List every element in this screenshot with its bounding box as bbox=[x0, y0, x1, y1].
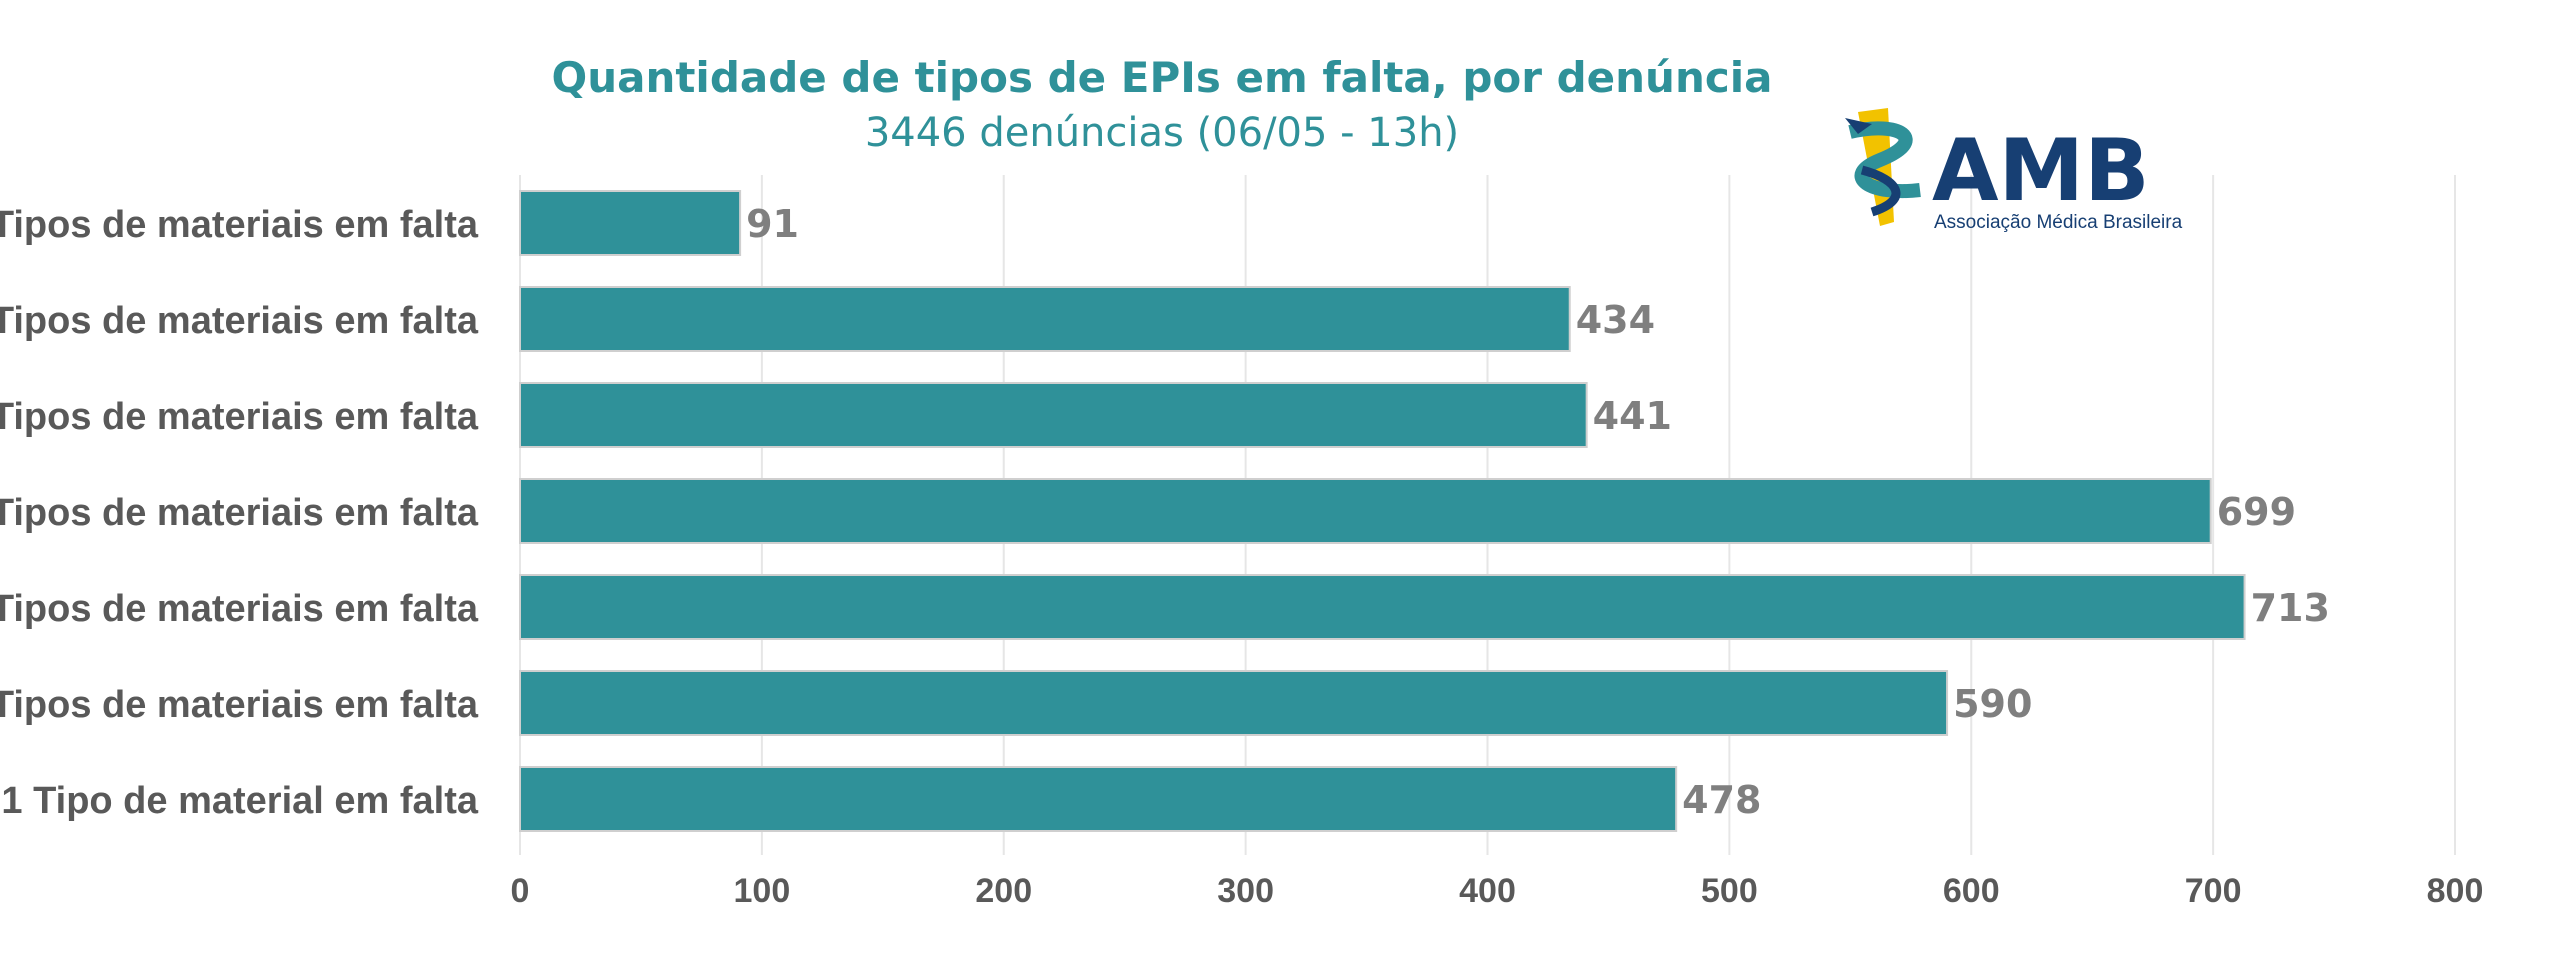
x-tick-label: 200 bbox=[975, 872, 1032, 910]
x-tick-label: 300 bbox=[1217, 872, 1274, 910]
x-tick-label: 100 bbox=[734, 872, 791, 910]
bar bbox=[519, 190, 742, 256]
category-labels: 7 Tipos de materiais em falta 6 Tipos de … bbox=[0, 204, 479, 822]
data-label: 91 bbox=[746, 202, 799, 246]
logo-text: AMB bbox=[1932, 121, 2150, 221]
bar bbox=[519, 286, 1571, 352]
data-label: 478 bbox=[1682, 778, 1761, 822]
category-label: 1 Tipo de material em falta bbox=[1, 780, 478, 822]
chart-title: Quantidade de tipos de EPIs em falta, po… bbox=[552, 53, 1773, 102]
bars bbox=[519, 190, 2246, 832]
category-label: 7 Tipos de materiais em falta bbox=[0, 204, 479, 246]
data-label: 441 bbox=[1593, 394, 1672, 438]
data-label: 699 bbox=[2217, 490, 2296, 534]
category-label: 5 Tipos de materiais em falta bbox=[0, 396, 479, 438]
caduceus-icon bbox=[1845, 108, 1921, 226]
category-label: 2 Tipos de materiais em falta bbox=[0, 684, 479, 726]
x-tick-label: 500 bbox=[1701, 872, 1758, 910]
amb-logo: AMB Associação Médica Brasileira bbox=[1845, 108, 2183, 233]
category-label: 6 Tipos de materiais em falta bbox=[0, 300, 479, 342]
chart-subtitle: 3446 denúncias (06/05 - 13h) bbox=[865, 110, 1459, 156]
bar bbox=[519, 574, 2246, 640]
bar bbox=[519, 382, 1588, 448]
bar bbox=[519, 670, 1949, 736]
x-tick-label: 800 bbox=[2427, 872, 2484, 910]
x-tick-labels: 0 100 200 300 400 500 600 700 800 bbox=[511, 872, 2484, 910]
x-tick-label: 600 bbox=[1943, 872, 2000, 910]
value-labels: 91 434 441 699 713 590 478 bbox=[746, 202, 2330, 822]
data-label: 590 bbox=[1953, 682, 2032, 726]
x-tick-label: 400 bbox=[1459, 872, 1516, 910]
category-label: 3 Tipos de materiais em falta bbox=[0, 588, 479, 630]
x-tick-label: 700 bbox=[2185, 872, 2242, 910]
bar bbox=[519, 766, 1678, 832]
logo-subtitle: Associação Médica Brasileira bbox=[1934, 212, 2183, 233]
category-label: 4 Tipos de materiais em falta bbox=[0, 492, 479, 534]
data-label: 713 bbox=[2251, 586, 2330, 630]
x-tick-label: 0 bbox=[511, 872, 530, 910]
data-label: 434 bbox=[1576, 298, 1655, 342]
bar bbox=[519, 478, 2212, 544]
